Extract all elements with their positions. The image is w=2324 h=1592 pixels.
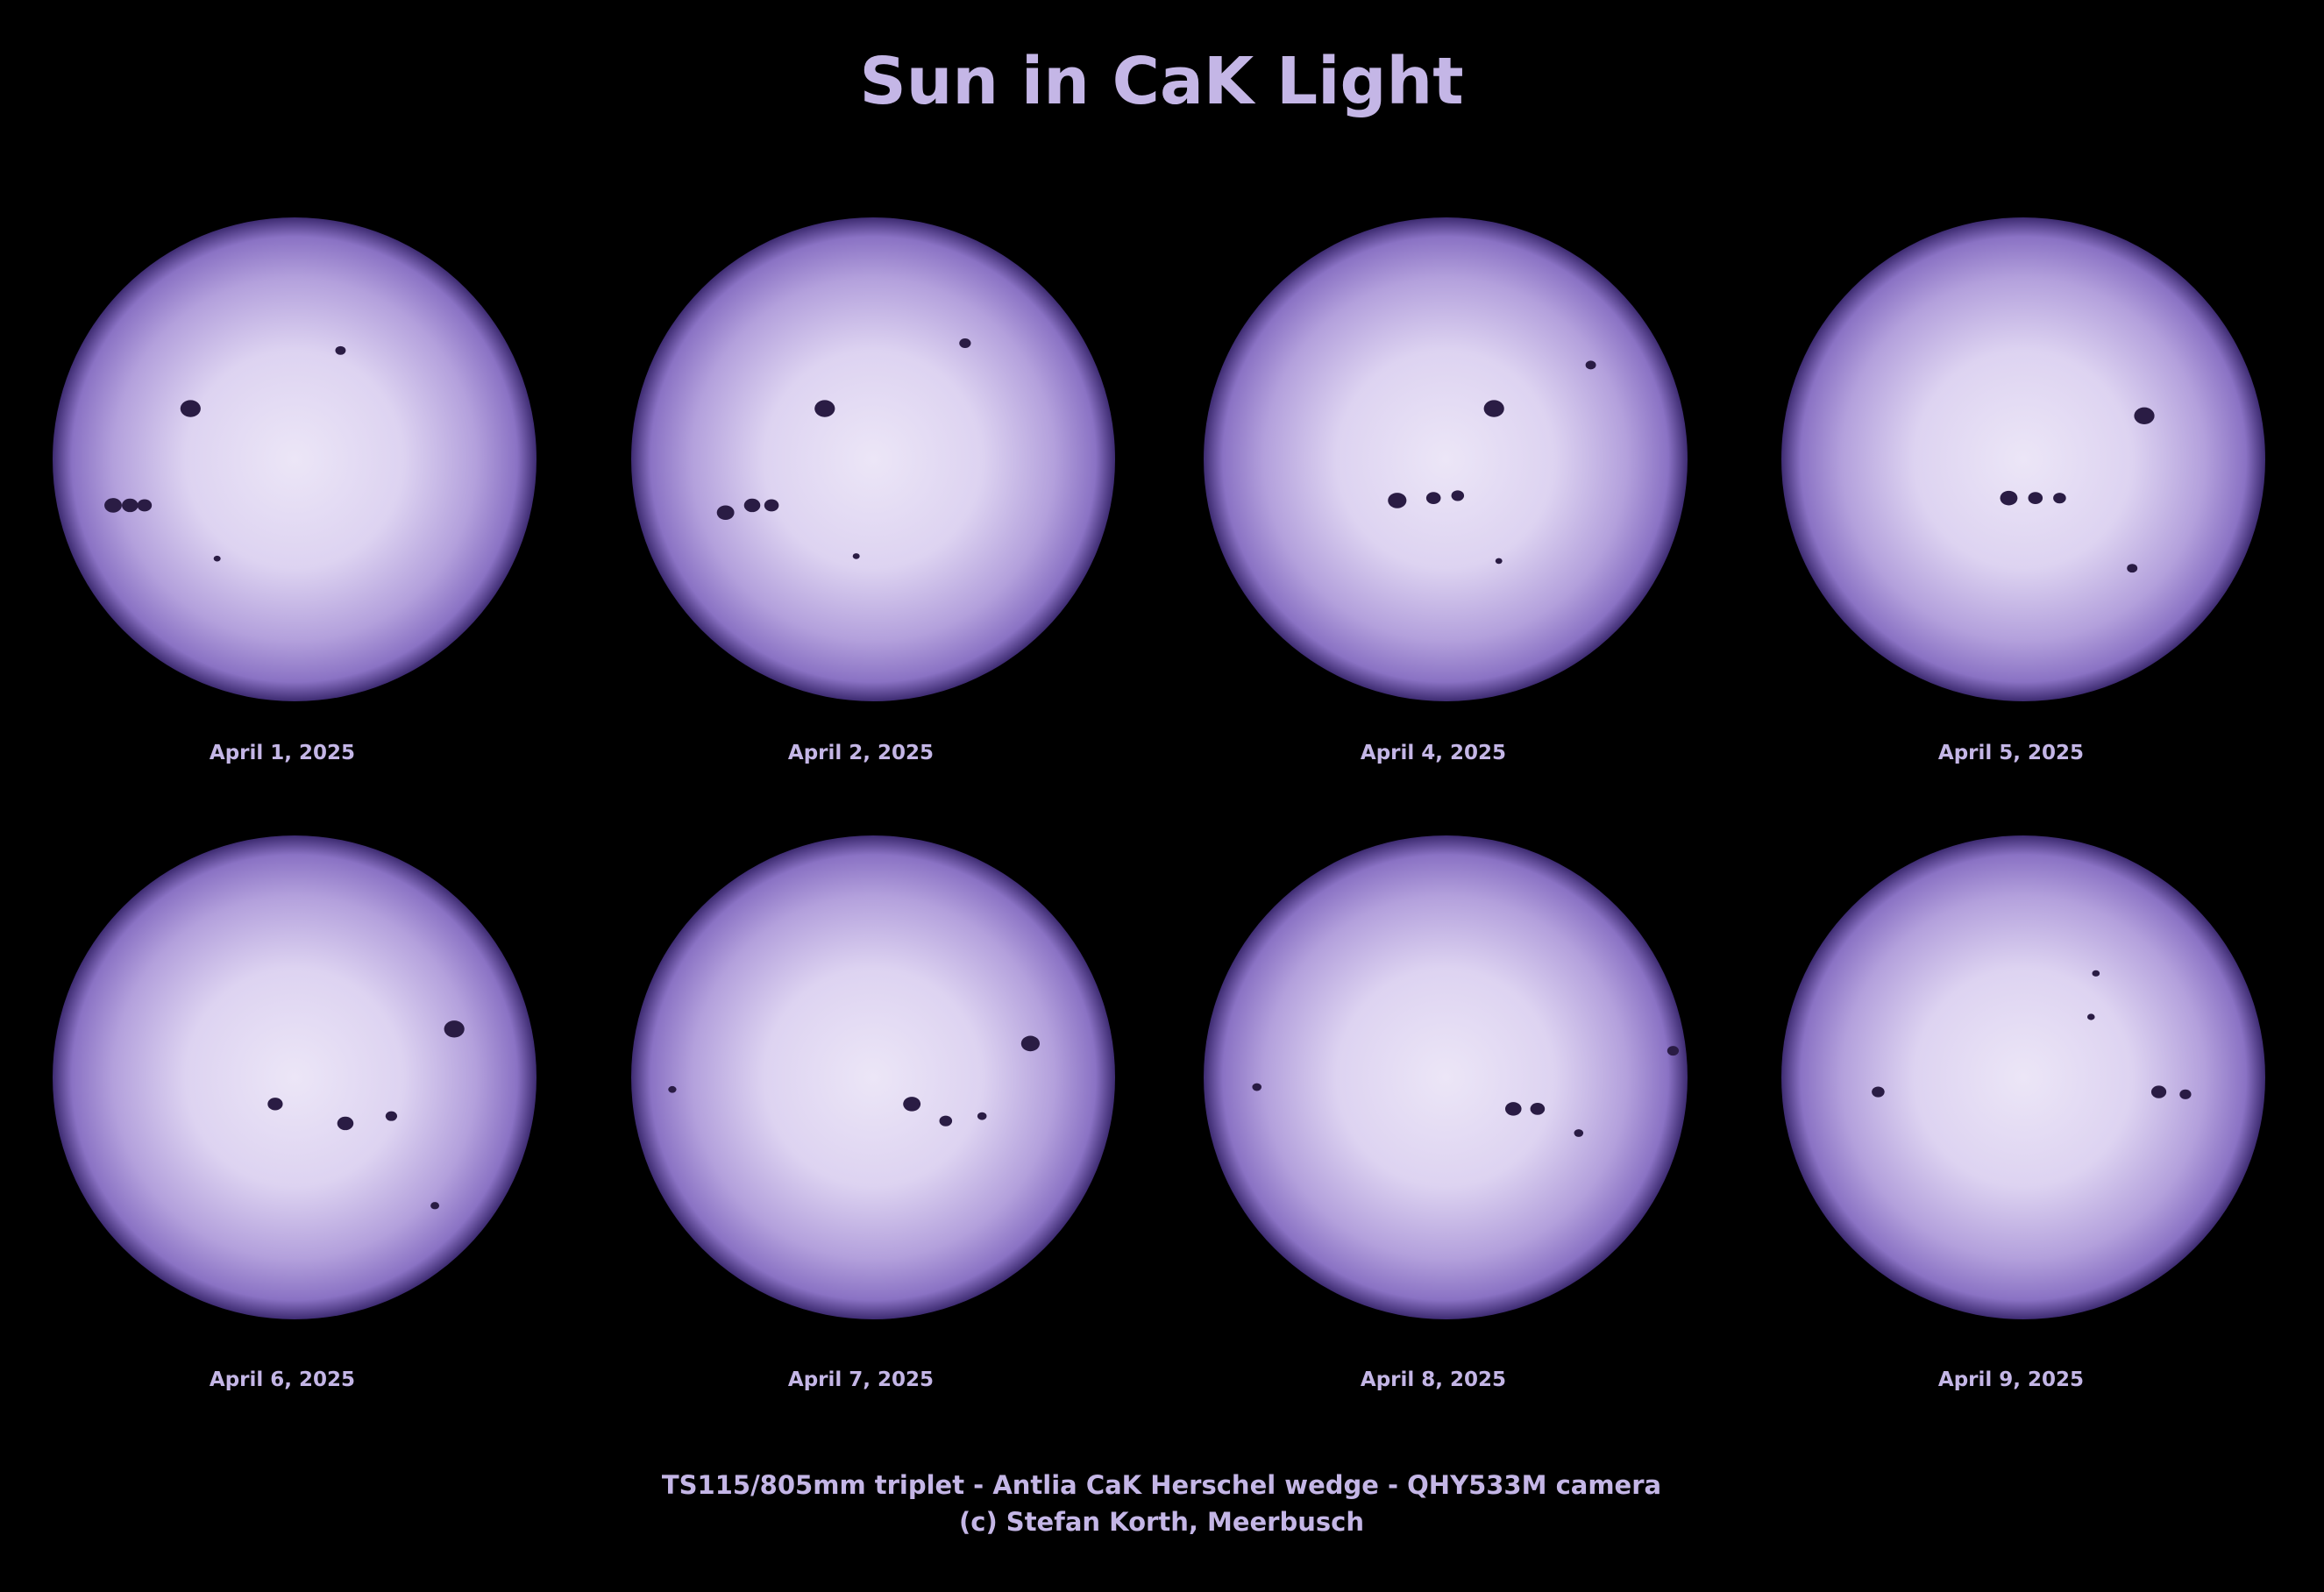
sunspot: [2092, 970, 2100, 977]
sunspot: [430, 1202, 440, 1210]
sunspot: [213, 555, 221, 562]
sunspot: [180, 400, 201, 417]
sunspot: [903, 1097, 921, 1112]
sunspot: [1252, 1083, 1262, 1091]
sunspot: [104, 498, 122, 513]
sunspot: [335, 345, 346, 355]
sunspot: [337, 1116, 354, 1131]
sunspot: [2028, 492, 2043, 505]
sunspot: [444, 1020, 465, 1038]
sunspot: [977, 1112, 987, 1120]
sun-disk: [1204, 217, 1688, 701]
sunspot: [1483, 400, 1504, 417]
date-label: April 8, 2025: [1361, 1368, 1506, 1391]
sunspot: [122, 498, 139, 513]
sunspot: [1872, 1086, 1885, 1098]
sunspot: [1574, 1129, 1584, 1137]
sun-disk: [53, 217, 537, 701]
sunspot: [2150, 1085, 2167, 1098]
footer-line: TS115/805mm triplet - Antlia CaK Hersche…: [662, 1470, 1661, 1500]
sunspot: [2179, 1089, 2192, 1099]
date-label: April 2, 2025: [788, 742, 934, 764]
panels: April 1, 2025 April 2, 2025 April 4, 2025 A…: [53, 217, 2265, 1391]
sunspot: [959, 338, 971, 349]
sunspot: [668, 1085, 677, 1093]
sunspot: [1505, 1102, 1522, 1116]
sun-panel: April 1, 2025: [53, 217, 537, 764]
date-label: April 6, 2025: [210, 1368, 355, 1391]
sun-panel: April 2, 2025: [631, 217, 1115, 764]
sunspot: [2134, 407, 2155, 424]
sun-panel: April 8, 2025: [1204, 835, 1688, 1391]
sun-panel: April 9, 2025: [1781, 835, 2265, 1391]
sunspot: [1425, 492, 1441, 505]
sunspot: [2053, 493, 2066, 504]
sun-panel: April 5, 2025: [1781, 217, 2265, 764]
sunspot: [2127, 564, 2138, 573]
sunspot: [1388, 493, 1407, 508]
sunspot: [1530, 1102, 1546, 1115]
date-label: April 4, 2025: [1361, 742, 1506, 764]
sunspot: [2086, 1013, 2095, 1020]
date-label: April 5, 2025: [1938, 742, 2084, 764]
sunspot: [137, 499, 153, 512]
footer-line: (c) Stefan Korth, Meerbusch: [959, 1507, 1364, 1537]
sunspot: [2000, 490, 2018, 506]
sun-disk: [631, 835, 1115, 1319]
date-label: April 7, 2025: [788, 1368, 934, 1391]
sun-disk: [1204, 835, 1688, 1319]
sunspot: [385, 1111, 398, 1121]
title: Sun in CaK Light: [859, 44, 1463, 119]
sunspot: [1667, 1046, 1680, 1056]
date-label: April 9, 2025: [1938, 1368, 2084, 1391]
sun-disk: [53, 835, 537, 1319]
date-label: April 1, 2025: [210, 742, 355, 764]
sun-disk: [631, 217, 1115, 701]
sunspot: [852, 553, 860, 559]
sun-panel: April 4, 2025: [1204, 217, 1688, 764]
sunspot: [1585, 360, 1596, 370]
sunspot: [716, 505, 735, 520]
sunspot: [1451, 490, 1465, 501]
sun-panel: April 6, 2025: [53, 835, 537, 1391]
sun-disk: [1781, 835, 2265, 1319]
sunspot: [743, 498, 761, 513]
sunspot: [1020, 1035, 1040, 1052]
sunspot: [764, 499, 779, 512]
sun-disk: [1781, 217, 2265, 701]
sunspot: [267, 1098, 283, 1111]
sunspot: [1495, 558, 1503, 565]
sunspot: [814, 400, 835, 417]
sun-panel: April 7, 2025: [631, 835, 1115, 1391]
sunspot: [939, 1115, 953, 1126]
